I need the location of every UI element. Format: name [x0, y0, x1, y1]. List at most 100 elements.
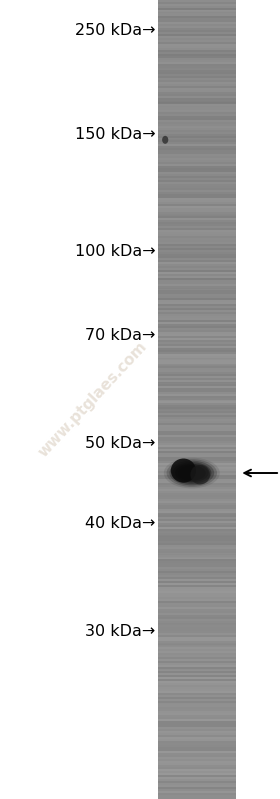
Bar: [158, 238, 236, 240]
Bar: [158, 413, 236, 415]
Bar: [158, 14, 236, 16]
Bar: [158, 293, 236, 296]
Bar: [158, 555, 236, 558]
Bar: [158, 50, 236, 52]
Bar: [158, 145, 236, 148]
Bar: [158, 569, 236, 571]
Bar: [158, 174, 236, 177]
Bar: [158, 390, 236, 392]
Bar: [158, 430, 236, 431]
Text: 50 kDa→: 50 kDa→: [85, 436, 155, 451]
Bar: [158, 348, 236, 350]
Bar: [158, 521, 236, 523]
Bar: [158, 304, 236, 306]
Bar: [158, 707, 236, 710]
Bar: [158, 8, 236, 10]
Bar: [158, 435, 236, 438]
Bar: [158, 233, 236, 236]
Bar: [158, 697, 236, 699]
Bar: [158, 290, 236, 294]
Bar: [158, 66, 236, 68]
Bar: [158, 178, 236, 180]
Bar: [158, 526, 236, 527]
Bar: [158, 691, 236, 695]
Bar: [158, 615, 236, 617]
Bar: [158, 109, 236, 112]
Bar: [158, 117, 236, 120]
Bar: [158, 326, 236, 328]
Bar: [158, 180, 236, 182]
Bar: [158, 64, 236, 66]
Bar: [158, 113, 236, 116]
Bar: [158, 574, 236, 575]
Bar: [158, 107, 236, 111]
Bar: [158, 710, 236, 711]
Bar: [158, 463, 236, 467]
Bar: [158, 507, 236, 510]
Bar: [158, 715, 236, 718]
Bar: [158, 260, 236, 262]
Bar: [158, 771, 236, 773]
Bar: [158, 220, 236, 222]
Bar: [158, 447, 236, 451]
Bar: [158, 277, 236, 280]
Bar: [158, 417, 236, 419]
Bar: [158, 443, 236, 446]
Bar: [158, 101, 236, 103]
Bar: [158, 566, 236, 567]
Bar: [158, 473, 236, 475]
Bar: [158, 769, 236, 771]
Bar: [158, 284, 236, 285]
Bar: [158, 499, 236, 502]
Bar: [158, 38, 236, 40]
Bar: [158, 683, 236, 685]
Bar: [158, 139, 236, 142]
Bar: [158, 128, 236, 129]
Bar: [158, 356, 236, 358]
Bar: [158, 24, 236, 26]
Bar: [158, 380, 236, 384]
Bar: [158, 358, 236, 360]
Bar: [158, 783, 236, 785]
Bar: [158, 601, 236, 603]
Bar: [158, 257, 236, 260]
Bar: [158, 775, 236, 777]
Bar: [158, 127, 236, 131]
Bar: [158, 757, 236, 759]
Bar: [158, 518, 236, 519]
Bar: [158, 727, 236, 729]
Bar: [158, 522, 236, 525]
Bar: [158, 366, 236, 368]
Bar: [158, 385, 236, 388]
Bar: [158, 405, 236, 407]
Bar: [158, 511, 236, 513]
Text: 100 kDa→: 100 kDa→: [75, 244, 155, 259]
Bar: [158, 411, 236, 414]
Bar: [158, 70, 236, 72]
Bar: [158, 262, 236, 264]
Bar: [158, 553, 236, 555]
Bar: [158, 631, 236, 633]
Bar: [158, 332, 236, 336]
Bar: [158, 627, 236, 630]
Bar: [158, 316, 236, 317]
Bar: [158, 547, 236, 550]
Bar: [158, 16, 236, 18]
Bar: [158, 230, 236, 232]
Bar: [158, 704, 236, 706]
Bar: [158, 284, 236, 288]
Bar: [158, 4, 236, 6]
Bar: [158, 377, 236, 380]
Bar: [158, 494, 236, 495]
Bar: [158, 256, 236, 257]
Text: 30 kDa→: 30 kDa→: [85, 624, 155, 638]
Bar: [158, 662, 236, 663]
Bar: [158, 74, 236, 76]
Bar: [158, 148, 236, 150]
Bar: [158, 481, 236, 483]
Bar: [158, 641, 236, 643]
Bar: [158, 606, 236, 607]
Bar: [158, 515, 236, 518]
Bar: [158, 681, 236, 683]
Bar: [158, 196, 236, 198]
